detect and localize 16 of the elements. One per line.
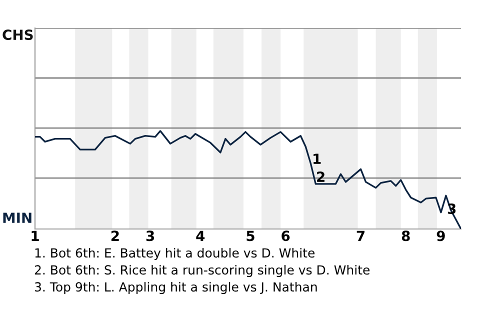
annotation: 1	[314, 154, 321, 164]
x-tick-label: 7	[356, 230, 364, 241]
x-tick-label: 9	[436, 230, 445, 242]
x-tick-label: 1	[32, 230, 39, 241]
text: 3. Top 9th: L. Appling hit a single vs J. Nathan	[34, 282, 317, 294]
x-tick-label: 5	[246, 230, 254, 242]
text: 2. Bot 6th: S. Rice hit a run-scoring single vs D. White	[34, 264, 370, 278]
x-tick-label: 6	[282, 230, 290, 242]
annotation: 2	[317, 172, 324, 182]
x-tick-label: 2	[111, 230, 119, 241]
x-tick-label: 8	[402, 230, 410, 242]
text: 1. Bot 6th: E. Battey hit a double vs D. White	[35, 248, 315, 260]
text: MIN	[3, 212, 32, 223]
x-tick-label: 4	[196, 230, 205, 241]
x-tick-label: 3	[146, 230, 154, 242]
text: CHS	[2, 30, 33, 40]
